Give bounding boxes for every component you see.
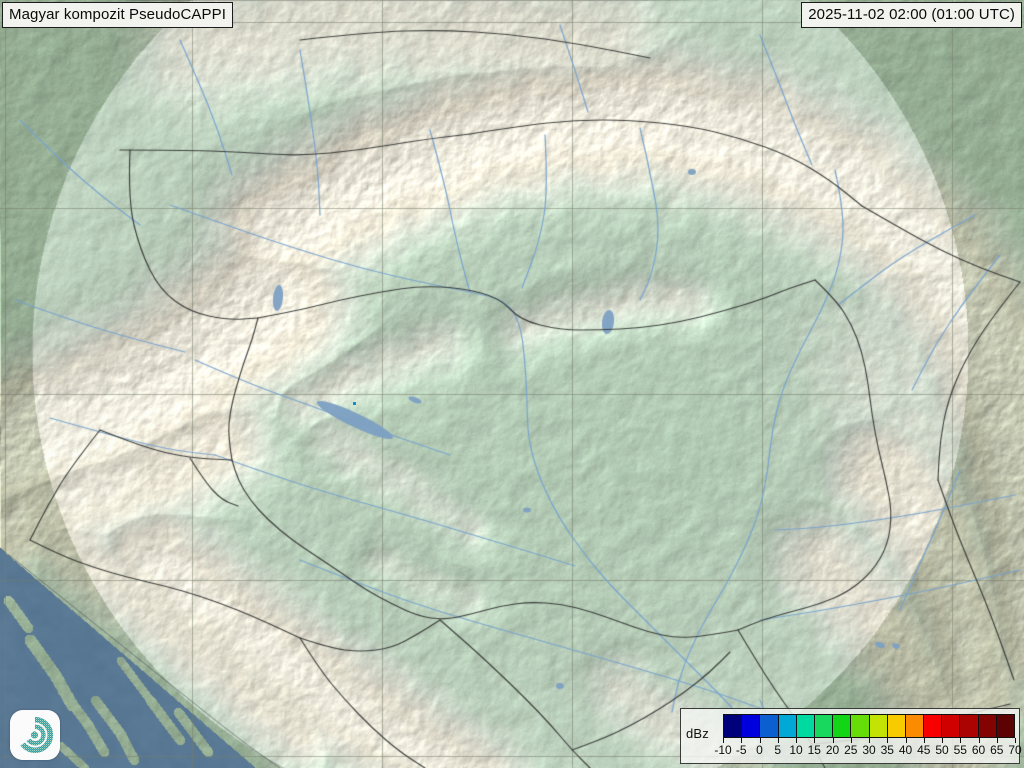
legend-tick-label-3: 5 xyxy=(774,743,782,757)
legend-swatch-10 xyxy=(905,715,925,737)
legend-tick-11 xyxy=(923,738,925,743)
legend-tick-label-13: 55 xyxy=(953,743,967,757)
legend-swatch-11 xyxy=(924,715,943,737)
legend-tick-16 xyxy=(1015,738,1016,743)
logo-spiral-icon xyxy=(10,710,60,760)
legend-tick-14 xyxy=(978,738,980,743)
legend-swatch-6 xyxy=(833,715,852,737)
timestamp-chip: 2025-11-02 02:00 (01:00 UTC) xyxy=(801,2,1022,28)
legend-tick-label-6: 20 xyxy=(825,743,840,757)
legend-tick-10 xyxy=(905,738,907,743)
legend-tick-label-2: 0 xyxy=(756,743,763,757)
legend-tick-label-16: 70 xyxy=(1008,743,1022,757)
legend-swatch-13 xyxy=(960,715,979,737)
legend-tick-label-4: 10 xyxy=(789,743,803,757)
legend-tick-label-15: 65 xyxy=(990,743,1004,757)
legend-tick-0 xyxy=(723,738,724,743)
legend-swatch-7 xyxy=(851,715,870,737)
legend-swatch-5 xyxy=(814,715,834,737)
legend-tick-label-11: 45 xyxy=(917,743,931,757)
legend-unit-label: dBz xyxy=(686,726,710,741)
legend-tick-7 xyxy=(850,738,852,743)
legend-tick-label-8: 30 xyxy=(862,743,876,757)
legend-tick-label-7: 25 xyxy=(844,743,858,757)
legend-tick-label-0: -10 xyxy=(714,743,732,757)
legend-tick-label-1: -5 xyxy=(735,743,747,757)
legend-swatch-4 xyxy=(796,715,815,737)
legend-tick-13 xyxy=(960,738,962,743)
legend-swatch-15 xyxy=(996,715,1014,737)
legend-tick-12 xyxy=(942,738,943,743)
legend-color-swatches xyxy=(723,714,1015,738)
legend-tick-8 xyxy=(869,738,870,743)
hungaromet-spiral-logo[interactable] xyxy=(10,710,60,760)
legend-tick-label-14: 60 xyxy=(971,743,986,757)
dbz-colorbar-legend[interactable]: dBz -10 -5 0 5 10 15 20 25 30 35 40 45 50 55 60 65 70 xyxy=(680,708,1022,764)
legend-tick-15 xyxy=(996,738,998,743)
legend-tick-label-9: 35 xyxy=(880,743,894,757)
legend-swatch-0 xyxy=(724,715,743,737)
legend-tick-marks xyxy=(723,738,1016,744)
legend-tick-5 xyxy=(814,738,816,743)
legend-tick-1 xyxy=(741,738,743,743)
legend-tick-3 xyxy=(777,738,779,743)
legend-swatch-14 xyxy=(978,715,997,737)
legend-tick-labels: -10 -5 0 5 10 15 20 25 30 35 40 45 50 55 60 65 70 xyxy=(714,743,1021,763)
legend-swatch-12 xyxy=(942,715,961,737)
legend-swatch-2 xyxy=(760,715,779,737)
product-title-chip: Magyar kompozit PseudoCAPPI xyxy=(2,2,233,28)
timestamp-text: 2025-11-02 02:00 (01:00 UTC) xyxy=(808,6,1015,23)
product-title-text: Magyar kompozit PseudoCAPPI xyxy=(9,6,226,23)
legend-tick-6 xyxy=(832,738,834,743)
legend-swatch-9 xyxy=(887,715,906,737)
radar-echo-0 xyxy=(353,402,356,405)
legend-tick-2 xyxy=(759,738,761,743)
legend-tick-label-12: 50 xyxy=(935,743,949,757)
legend-tick-label-10: 40 xyxy=(898,743,913,757)
legend-tick-4 xyxy=(796,738,797,743)
legend-tick-9 xyxy=(887,738,889,743)
legend-swatch-8 xyxy=(869,715,888,737)
legend-tick-label-5: 15 xyxy=(807,743,821,757)
legend-swatch-3 xyxy=(778,715,797,737)
legend-swatch-1 xyxy=(742,715,761,737)
